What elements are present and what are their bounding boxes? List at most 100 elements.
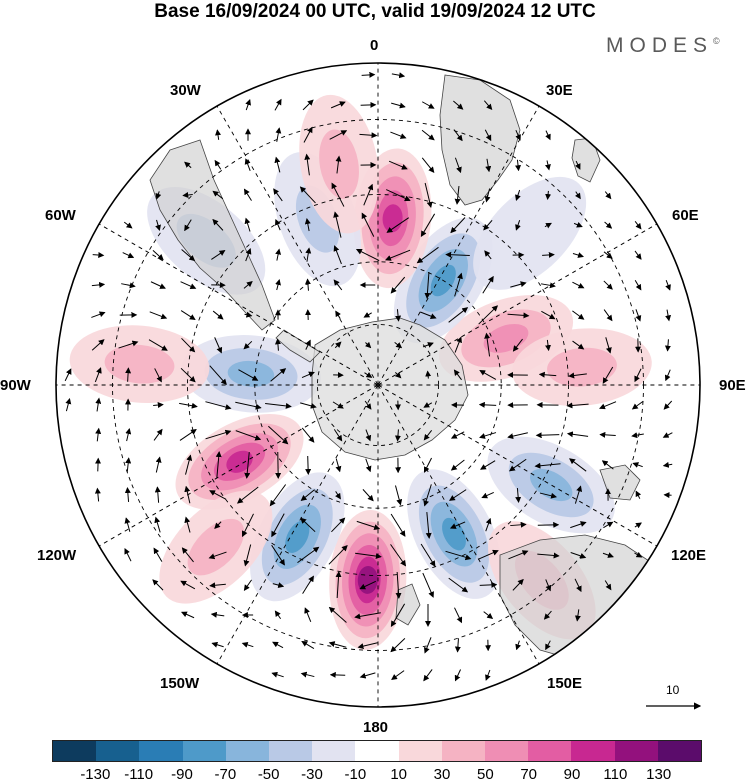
wind-arrow bbox=[480, 460, 496, 470]
wind-arrow bbox=[512, 338, 523, 352]
wind-arrow bbox=[604, 580, 612, 591]
wind-arrow bbox=[357, 642, 378, 650]
colorbar-tick-label: -70 bbox=[214, 766, 237, 783]
meridian-line bbox=[98, 223, 378, 386]
wind-arrow bbox=[335, 491, 341, 500]
latitude-circle bbox=[317, 324, 439, 446]
wind-arrow bbox=[271, 544, 285, 566]
wind-arrow bbox=[363, 183, 374, 206]
wind-arrow bbox=[184, 219, 192, 232]
wind-arrow bbox=[545, 190, 552, 201]
colorbar-swatch bbox=[355, 741, 399, 761]
wind-arrow bbox=[333, 429, 343, 442]
wind-arrow bbox=[395, 571, 402, 599]
wind-arrow bbox=[634, 368, 642, 383]
wind-arrow bbox=[243, 281, 253, 289]
colorbar-swatch bbox=[225, 741, 270, 761]
wind-arrow bbox=[303, 126, 313, 143]
wind-arrow bbox=[515, 189, 521, 201]
wind-arrow bbox=[477, 549, 499, 560]
wind-arrow bbox=[448, 307, 469, 323]
wind-arrow bbox=[95, 427, 102, 442]
wind-arrow bbox=[423, 430, 433, 441]
wind-arrow bbox=[391, 102, 406, 109]
map-title: Base 16/09/2024 00 UTC, valid 19/09/2024… bbox=[154, 1, 596, 22]
wind-arrow bbox=[330, 101, 346, 109]
wind-arrow bbox=[302, 99, 314, 111]
wind-arrow bbox=[304, 153, 311, 176]
wind-arrow bbox=[545, 339, 551, 352]
lon-label-30e: 30E bbox=[546, 82, 573, 99]
wind-arrow bbox=[634, 220, 642, 230]
anomaly-contour bbox=[226, 450, 253, 473]
colorbar-tick-label: -90 bbox=[171, 766, 193, 783]
wind-arrow bbox=[274, 338, 281, 351]
wind-arrow bbox=[244, 158, 251, 171]
wind-arrow bbox=[574, 485, 583, 504]
wind-arrow bbox=[483, 611, 494, 619]
wind-arrow bbox=[179, 428, 197, 441]
wind-arrow bbox=[574, 609, 581, 622]
wind-arrow bbox=[572, 310, 585, 320]
wind-arrow bbox=[305, 339, 311, 350]
wind-arrow bbox=[243, 188, 252, 201]
wind-arrow bbox=[335, 571, 342, 599]
wind-arrow bbox=[634, 551, 643, 558]
meridian-line bbox=[98, 384, 378, 547]
wind-arrow bbox=[665, 309, 672, 322]
wind-arrow bbox=[304, 218, 311, 232]
wind-arrow bbox=[539, 492, 558, 499]
wind-arrow bbox=[274, 156, 281, 173]
wind-arrow bbox=[634, 522, 642, 529]
new-zealand-land bbox=[395, 583, 421, 626]
wind-arrow bbox=[181, 249, 196, 262]
wind-arrow bbox=[153, 428, 163, 441]
colorbar-tick-label: -10 bbox=[344, 766, 367, 783]
wind-arrow bbox=[602, 366, 614, 384]
wind-arrow bbox=[665, 279, 671, 291]
wind-arrow bbox=[214, 159, 222, 170]
wind-arrow bbox=[391, 670, 405, 680]
meridian-line bbox=[378, 223, 658, 386]
wind-arrow bbox=[181, 547, 194, 563]
wind-arrow bbox=[152, 579, 164, 591]
wind-arrow bbox=[65, 397, 72, 412]
wind-arrow bbox=[125, 367, 132, 382]
wind-arrow bbox=[359, 580, 376, 590]
meridian-line bbox=[216, 105, 379, 385]
wind-arrow bbox=[94, 487, 101, 502]
colorbar-swatch bbox=[528, 741, 572, 761]
wind-arrow bbox=[243, 340, 253, 350]
wind-arrow bbox=[424, 271, 431, 299]
colorbar-tick-label: 90 bbox=[563, 766, 581, 783]
wind-arrow bbox=[631, 400, 644, 410]
wind-arrow bbox=[394, 485, 403, 506]
wind-arrow bbox=[508, 550, 529, 560]
wind-arrow bbox=[180, 367, 196, 383]
colorbar-swatch bbox=[96, 741, 140, 761]
wind-arrow bbox=[422, 572, 434, 598]
wind-arrow bbox=[275, 279, 281, 291]
wind-arrow bbox=[184, 161, 192, 169]
wind-arrow bbox=[148, 339, 168, 351]
wind-arrow bbox=[123, 221, 133, 229]
wind-arrow bbox=[423, 669, 433, 682]
wind-arrow bbox=[181, 337, 196, 353]
wind-arrow bbox=[335, 310, 341, 319]
wind-arrow bbox=[394, 429, 401, 442]
wind-arrow bbox=[510, 281, 527, 288]
wind-arrow bbox=[603, 280, 613, 290]
wind-arrow bbox=[124, 517, 131, 532]
colorbar-swatch bbox=[614, 741, 658, 761]
wind-arrow bbox=[508, 458, 527, 472]
wind-arrow bbox=[297, 546, 320, 564]
wind-arrow bbox=[244, 452, 251, 479]
wind-arrow bbox=[361, 212, 375, 237]
wind-arrow bbox=[235, 401, 262, 410]
wind-arrow bbox=[599, 431, 616, 438]
colorbar-tick-label: 30 bbox=[433, 766, 451, 783]
wind-arrow bbox=[363, 312, 372, 318]
wind-arrow bbox=[478, 401, 497, 408]
wind-arrow bbox=[268, 425, 289, 445]
